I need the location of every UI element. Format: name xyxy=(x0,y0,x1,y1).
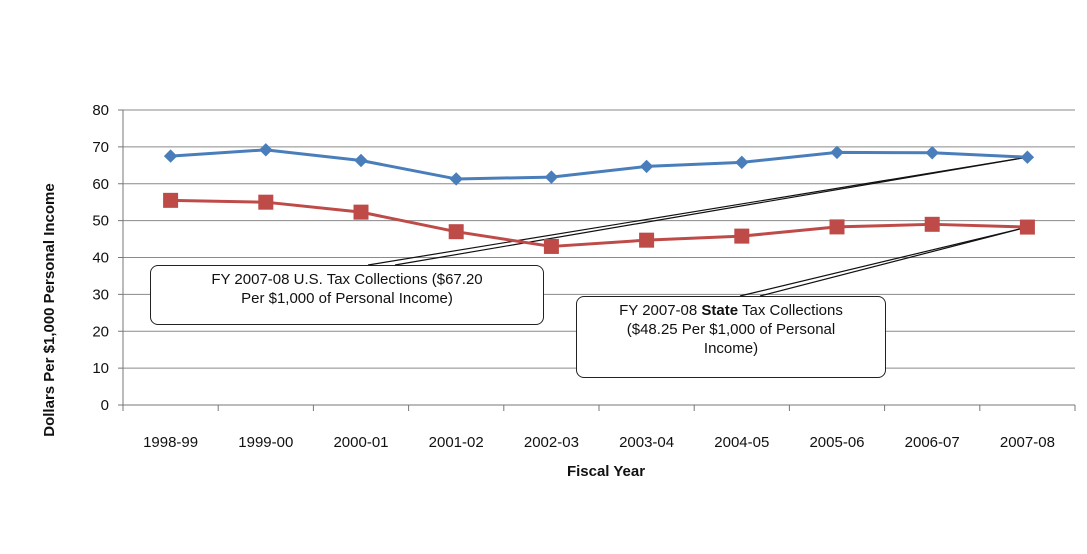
us-callout-line1: FY 2007-08 U.S. Tax Collections ($67.20 xyxy=(211,271,483,288)
data-point-diamond xyxy=(735,155,749,170)
data-point-diamond xyxy=(259,143,273,157)
y-tick-label: 20 xyxy=(92,323,109,340)
data-point-square xyxy=(829,219,845,235)
data-point-square xyxy=(353,204,369,220)
data-point-square xyxy=(258,194,274,210)
us-tax-callout: FY 2007-08 U.S. Tax Collections ($67.20 … xyxy=(150,265,544,325)
data-point-square xyxy=(543,238,559,254)
us-callout-leader xyxy=(394,156,1028,266)
data-point-square xyxy=(1019,219,1035,235)
y-tick-label: 80 xyxy=(92,102,109,119)
axes xyxy=(118,109,1076,411)
us-callout-leader xyxy=(367,156,1028,266)
state-callout-line1: FY 2007-08 State Tax Collections xyxy=(585,301,877,320)
series-line-1 xyxy=(170,198,1028,248)
state-callout-line3: Income) xyxy=(703,340,759,357)
tick-labels: 0 10 20 30 40 50 60 70 80 1998-99 1999-00 2000-01 20… xyxy=(92,102,1055,451)
data-point-diamond xyxy=(1020,150,1035,164)
state-callout-line1-post: Tax Collections xyxy=(738,302,843,319)
x-tick-label: 2005-06 xyxy=(809,434,864,451)
y-tick-label: 40 xyxy=(92,250,109,267)
us-callout-line2: Per $1,000 of Personal Income) xyxy=(241,290,453,307)
state-callout-leader xyxy=(739,226,1028,297)
data-point-diamond xyxy=(830,145,844,160)
state-callout-line1-pre: FY 2007-08 xyxy=(619,302,702,319)
data-point-square xyxy=(734,228,750,244)
state-callout-leader xyxy=(759,226,1028,297)
data-point-diamond xyxy=(544,170,559,184)
series-layer xyxy=(163,143,1035,254)
data-point-diamond xyxy=(163,149,178,163)
data-point-diamond xyxy=(449,172,463,186)
state-callout-line2: ($48.25 Per $1,000 of Personal xyxy=(626,321,836,338)
y-tick-label: 50 xyxy=(92,213,109,230)
data-point-diamond xyxy=(354,153,368,168)
x-tick-label: 1998-99 xyxy=(143,434,198,451)
x-tick-label: 2002-03 xyxy=(524,434,579,451)
x-tick-label: 2000-01 xyxy=(333,434,388,451)
x-tick-label: 2001-02 xyxy=(429,434,484,451)
callout-leaders xyxy=(367,156,1028,297)
y-axis-title: Dollars Per $1,000 Personal Income xyxy=(41,183,58,436)
y-tick-label: 70 xyxy=(92,139,109,156)
y-tick-label: 30 xyxy=(92,286,109,303)
data-point-square xyxy=(924,216,940,232)
x-tick-label: 2003-04 xyxy=(619,434,674,451)
data-point-square xyxy=(639,232,655,248)
x-tick-label: 2007-08 xyxy=(1000,434,1055,451)
x-axis-title: Fiscal Year xyxy=(567,463,645,480)
data-point-diamond xyxy=(925,146,939,160)
y-tick-label: 0 xyxy=(101,397,109,414)
data-point-diamond xyxy=(639,159,654,174)
y-tick-label: 10 xyxy=(92,360,109,377)
y-tick-label: 60 xyxy=(92,176,109,193)
data-point-square xyxy=(163,192,179,208)
series-line-0 xyxy=(170,148,1028,181)
state-tax-callout: FY 2007-08 State Tax Collections ($48.25… xyxy=(576,296,886,378)
data-point-square xyxy=(448,224,464,240)
state-callout-line1-bold: State xyxy=(701,302,739,319)
x-tick-label: 2004-05 xyxy=(714,434,769,451)
x-tick-label: 2006-07 xyxy=(905,434,960,451)
x-tick-label: 1999-00 xyxy=(238,434,293,451)
